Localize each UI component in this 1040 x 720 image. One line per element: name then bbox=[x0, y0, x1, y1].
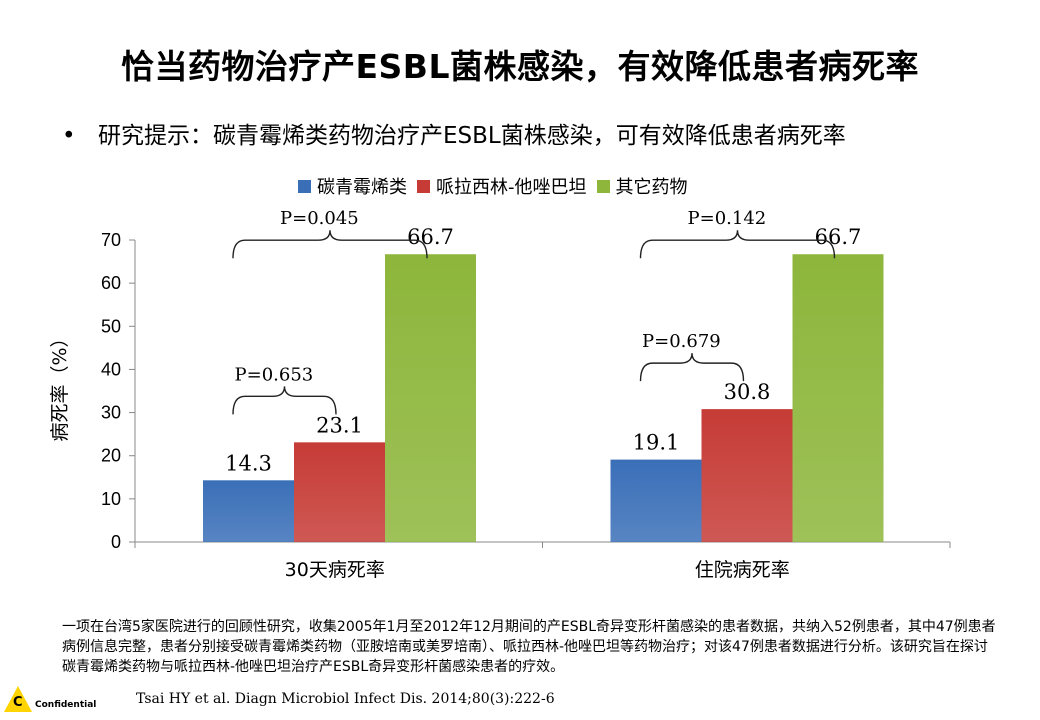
legend-label: 碳青霉烯类 bbox=[317, 177, 407, 198]
legend-item-other: 其它药物 bbox=[596, 173, 688, 199]
bar bbox=[610, 459, 702, 542]
y-axis-title: 病死率（%） bbox=[49, 328, 71, 441]
x-category-label: 30天病死率 bbox=[285, 559, 385, 581]
significance-bracket bbox=[232, 230, 428, 259]
legend-swatch bbox=[417, 179, 430, 193]
x-category-label: 住院病死率 bbox=[695, 559, 790, 581]
y-tick-label: 30 bbox=[101, 403, 121, 423]
confidential-logo: C Confidential bbox=[4, 686, 96, 712]
data-label: 14.3 bbox=[225, 451, 272, 475]
bar bbox=[203, 480, 294, 542]
data-label: 66.7 bbox=[815, 225, 862, 249]
significance-bracket bbox=[639, 353, 745, 382]
p-value-label: P=0.653 bbox=[235, 364, 314, 385]
significance-bracket bbox=[232, 386, 337, 415]
y-tick-label: 70 bbox=[101, 230, 121, 250]
logo-text: Confidential bbox=[35, 700, 97, 710]
p-value-label: P=0.679 bbox=[642, 331, 721, 352]
bullet-text: 研究提示：碳青霉烯类药物治疗产ESBL菌株感染，可有效降低患者病死率 bbox=[98, 123, 846, 149]
data-label: 30.8 bbox=[724, 380, 771, 404]
p-value-label: P=0.142 bbox=[688, 208, 767, 229]
y-tick-label: 20 bbox=[101, 446, 121, 466]
slide-title: 恰当药物治疗产ESBL菌株感染，有效降低患者病死率 bbox=[121, 47, 919, 86]
footnote: 一项在台湾5家医院进行的回顾性研究，收集2005年1月至2012年12月期间的产… bbox=[62, 619, 996, 675]
legend-label: 其它药物 bbox=[615, 177, 688, 198]
bar bbox=[385, 254, 476, 543]
y-tick-label: 0 bbox=[111, 532, 121, 552]
y-tick-label: 50 bbox=[101, 316, 121, 336]
y-tick-label: 40 bbox=[101, 359, 121, 379]
bullet-point: • 研究提示：碳青霉烯类药物治疗产ESBL菌株感染，可有效降低患者病死率 bbox=[62, 116, 846, 150]
legend-swatch bbox=[298, 179, 311, 193]
logo-triangle-icon: C bbox=[4, 686, 32, 712]
legend-item-carbapenem: 碳青霉烯类 bbox=[298, 173, 407, 199]
citation: Tsai HY et al. Diagn Microbiol Infect Di… bbox=[136, 691, 555, 707]
legend-item-piperacillin: 哌拉西林-他唑巴坦 bbox=[417, 173, 587, 199]
data-label: 19.1 bbox=[633, 431, 680, 455]
data-label: 66.7 bbox=[407, 225, 454, 249]
y-tick-label: 60 bbox=[101, 273, 121, 293]
significance-bracket bbox=[639, 230, 836, 259]
p-value-label: P=0.045 bbox=[280, 208, 359, 229]
bullet-marker: • bbox=[62, 123, 76, 149]
bar bbox=[294, 442, 385, 542]
legend-label: 哌拉西林-他唑巴坦 bbox=[436, 177, 587, 198]
chart-legend: 碳青霉烯类 哌拉西林-他唑巴坦 其它药物 bbox=[298, 173, 698, 199]
bar bbox=[792, 254, 884, 543]
legend-swatch bbox=[596, 179, 610, 193]
data-label: 23.1 bbox=[316, 413, 363, 437]
logo-letter: C bbox=[13, 695, 23, 710]
bar bbox=[701, 409, 793, 542]
y-tick-label: 10 bbox=[101, 489, 121, 509]
